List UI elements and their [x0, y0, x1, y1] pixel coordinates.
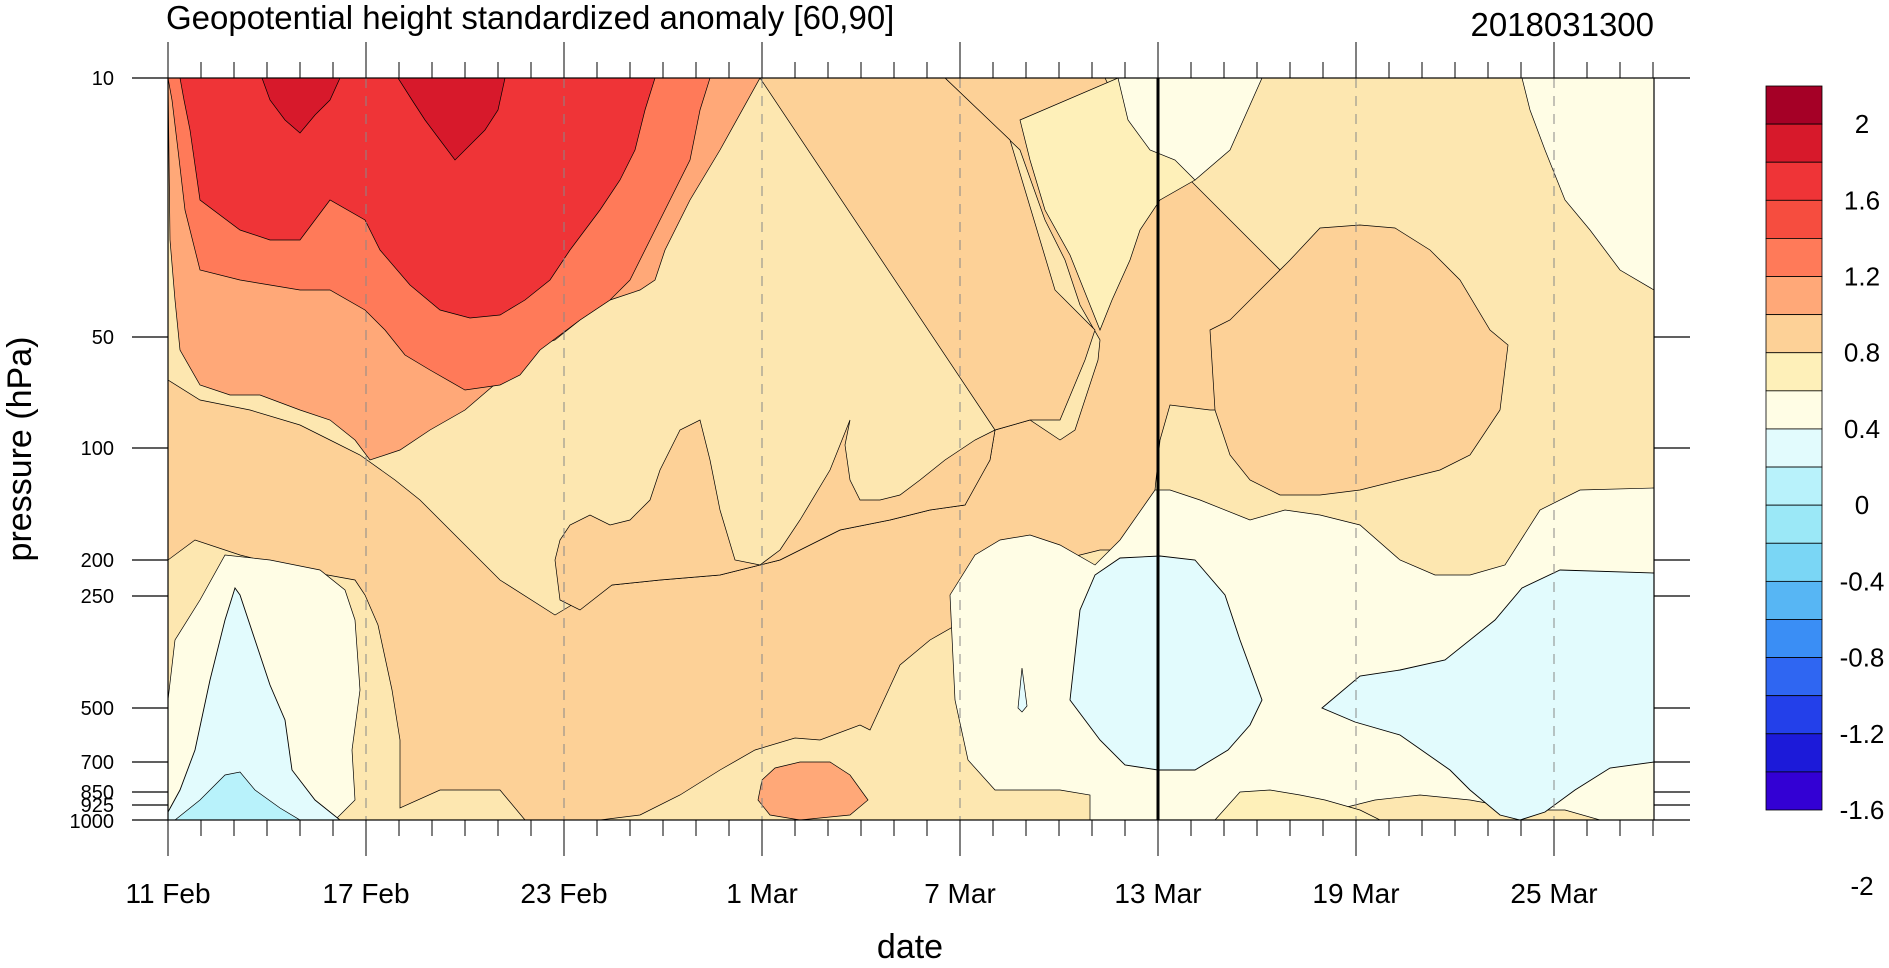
- colorbar-swatch: [1765, 733, 1823, 773]
- colorbar-swatch: [1765, 428, 1823, 468]
- colorbar-label: 1.6: [1844, 185, 1880, 215]
- y-tick-label: 500: [81, 698, 114, 720]
- gridlines: [365, 78, 1555, 820]
- colorbar-swatch: [1765, 542, 1823, 582]
- x-tick-label: 17 Feb: [322, 878, 409, 909]
- colorbar-swatch: [1765, 123, 1823, 163]
- contour-region-neg4: [1321, 569, 1654, 820]
- colorbar-label: -2: [1850, 871, 1873, 901]
- x-tick-label: 13 Mar: [1114, 878, 1201, 909]
- contour-region-neg0b: [1521, 78, 1654, 291]
- colorbar-swatch: [1765, 695, 1823, 735]
- colorbar-label: -1.6: [1840, 795, 1885, 825]
- colorbar-swatch: [1765, 85, 1823, 125]
- colorbar-swatch: [1765, 161, 1823, 201]
- colorbar-swatch: [1765, 619, 1823, 658]
- contour-region-2a: [261, 78, 341, 134]
- x-tick-label: 11 Feb: [125, 878, 210, 909]
- x-tick-label: 23 Feb: [520, 878, 607, 909]
- y-tick-label: 700: [81, 752, 114, 774]
- x-axis-label: date: [877, 928, 943, 963]
- contour-region-0.8b: [757, 761, 869, 820]
- contour-region-0.4c: [1209, 224, 1509, 496]
- contour-region-2b: [397, 78, 506, 161]
- colorbar-swatch: [1765, 771, 1823, 811]
- contour-region-neg1: [168, 587, 341, 820]
- y-tick-label: 50: [92, 327, 114, 349]
- y-axis-label: pressure (hPa): [1, 337, 39, 562]
- colorbar-swatch: [1765, 657, 1823, 697]
- x-tick-label: 1 Mar: [726, 878, 798, 909]
- y-tick-label: 925: [81, 795, 114, 817]
- colorbar-label: 0.8: [1844, 338, 1880, 368]
- x-tick-label: 7 Mar: [924, 878, 996, 909]
- colorbar-swatch: [1765, 390, 1823, 430]
- y-tick-label: 10: [92, 68, 114, 90]
- colorbar-swatch: [1765, 504, 1823, 544]
- x-tick-labels: 11 Feb 17 Feb 23 Feb 1 Mar 7 Mar 13 Mar …: [125, 878, 1597, 909]
- colorbar-swatch: [1765, 276, 1823, 316]
- contour-region-neg3: [1069, 555, 1263, 771]
- contour-region-1.6: [179, 78, 656, 319]
- x-tick-label: 25 Mar: [1510, 878, 1597, 909]
- colorbar-swatch: [1765, 352, 1823, 392]
- x-tick-label: 19 Mar: [1312, 878, 1399, 909]
- colorbar-label: 2: [1855, 109, 1869, 139]
- contour-region-pos-small: [1214, 789, 1381, 820]
- colorbar-swatch: [1765, 314, 1823, 354]
- y-tick-label: 200: [81, 550, 114, 572]
- chart-subtitle: 2018031300: [1470, 6, 1654, 43]
- colorbar-label: 1.2: [1844, 262, 1880, 292]
- y-tick-label: 1000: [70, 811, 115, 833]
- y-tick-label: 100: [81, 438, 114, 460]
- plot-frame: [167, 77, 1655, 821]
- y-ticks: [132, 77, 1690, 821]
- y-tick-labels: 10 50 100 200 250 500 700 850 925 1000: [70, 68, 115, 833]
- colorbar-label: -1.2: [1840, 719, 1885, 749]
- colorbar-label: 0: [1855, 490, 1869, 520]
- chart-title: Geopotential height standardized anomaly…: [166, 0, 894, 36]
- contour-region-neg5: [1017, 667, 1028, 713]
- contour-region-neg2: [174, 771, 301, 820]
- contour-region-neg0: [1117, 78, 1263, 181]
- y-tick-label: 250: [81, 586, 114, 608]
- colorbar-label: 0.4: [1844, 414, 1880, 444]
- colorbar-swatch: [1765, 466, 1823, 506]
- y-tick-label: 850: [81, 782, 114, 804]
- colorbar: 2 1.6 1.2 0.8 0.4 0 -0.4 -0.8 -1.2 -1.6 -2: [1765, 85, 1885, 901]
- contour-fills: [168, 78, 1654, 820]
- colorbar-label: -0.4: [1840, 566, 1885, 596]
- colorbar-swatch: [1765, 238, 1823, 277]
- colorbar-label: -0.8: [1840, 643, 1885, 673]
- colorbar-swatch: [1765, 580, 1823, 620]
- x-minor-ticks: [167, 42, 1654, 856]
- colorbar-swatch: [1765, 199, 1823, 239]
